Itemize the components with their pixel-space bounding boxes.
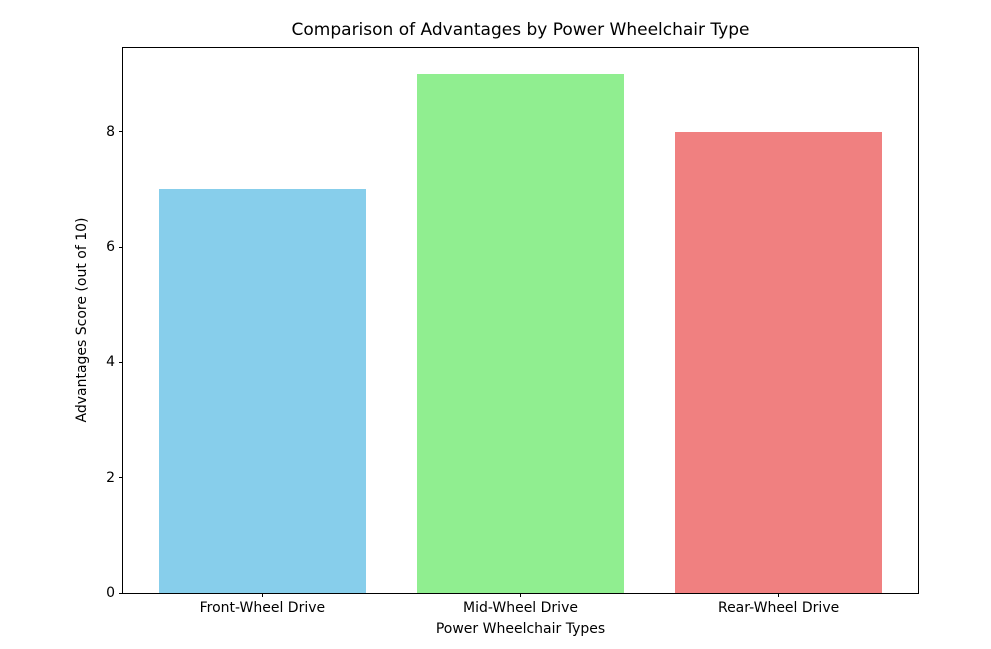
bar-mid-wheel-drive [417, 74, 624, 593]
x-tick-mark [778, 593, 780, 597]
x-tick-mark [261, 593, 263, 597]
plot-area: 0 2 4 6 8 Front-Wheel Drive Mid-Wheel Drive Rea… [106, 47, 919, 616]
x-tick-mark [520, 593, 521, 597]
y-tick-label: 8 [106, 123, 115, 140]
y-tick-label: 6 [106, 239, 115, 255]
y-tick-mark [119, 361, 123, 363]
y-tick-mark [119, 592, 123, 594]
x-tick-label-mid-wheel-drive: Mid-Wheel Drive [463, 600, 578, 616]
y-tick-label: 4 [106, 354, 115, 371]
x-tick-label-front-wheel-drive: Front-Wheel Drive [199, 600, 326, 616]
bar-rear-wheel-drive [675, 131, 882, 593]
bar-front-wheel-drive [159, 189, 366, 593]
y-tick-mark [119, 477, 123, 479]
chart-title: Comparison of Advantages by Power Wheelc… [291, 20, 750, 40]
y-tick-mark [119, 246, 123, 248]
x-axis-label: Power Wheelchair Types [435, 621, 606, 637]
y-tick-mark [119, 131, 123, 133]
y-axis-label: Advantages Score (out of 10) [74, 217, 90, 423]
x-tick-label-rear-wheel-drive: Rear-Wheel Drive [717, 600, 840, 616]
y-tick-label: 0 [106, 585, 115, 601]
y-tick-label: 2 [106, 469, 115, 486]
